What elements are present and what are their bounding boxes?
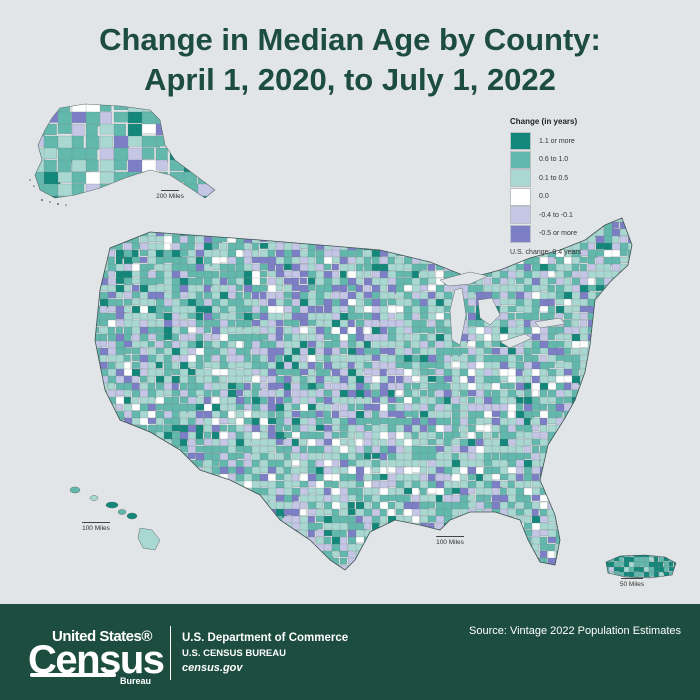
- scale-bar-conus: 100 Miles: [428, 536, 472, 546]
- legend-item: 1.1 or more: [510, 132, 690, 151]
- hawaii-region: [69, 486, 161, 551]
- department-name: U.S. Department of Commerce: [182, 632, 349, 644]
- legend-swatch: [510, 187, 531, 206]
- scale-label-alaska: 200 Miles: [156, 193, 184, 200]
- legend-swatch: [510, 224, 531, 243]
- legend-swatch: [510, 132, 531, 151]
- scale-label-hawaii: 100 Miles: [82, 525, 110, 532]
- legend-label: -0.5 or more: [539, 230, 578, 238]
- title-line-1: Change in Median Age by County:: [99, 22, 601, 57]
- legend-swatch: [510, 206, 531, 225]
- legend-swatch: [510, 150, 531, 169]
- logo-top-text: United States®: [52, 628, 152, 645]
- legend-label: -0.4 to -0.1: [539, 211, 573, 219]
- legend-item: -0.4 to -0.1: [510, 206, 690, 225]
- legend-label: 0.6 to 1.0: [539, 156, 569, 164]
- website-link[interactable]: census.gov: [182, 662, 243, 674]
- scale-label-puerto-rico: 50 Miles: [619, 581, 645, 588]
- legend-item: 0.1 to 0.5: [510, 169, 690, 188]
- legend-item: -0.5 or more: [510, 224, 690, 244]
- conus-region: [94, 217, 633, 571]
- legend-note: U.S. change: 0.4 years: [510, 249, 582, 256]
- legend-title: Change (in years): [510, 117, 578, 126]
- map-title: Change in Median Age by County: April 1,…: [0, 20, 700, 100]
- scale-bar-puerto-rico: 50 Miles: [612, 578, 652, 588]
- legend-swatch: [510, 169, 531, 188]
- scale-bar-alaska: 200 Miles: [150, 190, 190, 200]
- legend-label: 0.0: [539, 193, 549, 201]
- county-map: [0, 100, 700, 600]
- scale-label-conus: 100 Miles: [436, 539, 464, 546]
- bureau-name: U.S. CENSUS BUREAU: [182, 648, 286, 659]
- footer-divider: [170, 626, 171, 680]
- legend-item: 0.0: [510, 187, 690, 207]
- source-note: Source: Vintage 2022 Population Estimate…: [469, 625, 681, 637]
- census-bureau-logo: United States® Census Bureau: [28, 628, 165, 686]
- legend-label: 1.1 or more: [539, 137, 575, 145]
- legend: Change (in years) 1.1 or more 0.6 to 1.0 0…: [510, 117, 690, 256]
- alaska-region: [29, 103, 216, 206]
- footer: United States® Census Bureau U.S. Depart…: [0, 604, 700, 700]
- legend-label: 0.1 to 0.5: [539, 174, 569, 182]
- logo-bottom-text: Bureau: [120, 676, 152, 686]
- title-line-2: April 1, 2020, to July 1, 2022: [144, 62, 556, 97]
- scale-bar-hawaii: 100 Miles: [74, 522, 118, 532]
- legend-item: 0.6 to 1.0: [510, 150, 690, 170]
- logo-underline: [30, 673, 116, 677]
